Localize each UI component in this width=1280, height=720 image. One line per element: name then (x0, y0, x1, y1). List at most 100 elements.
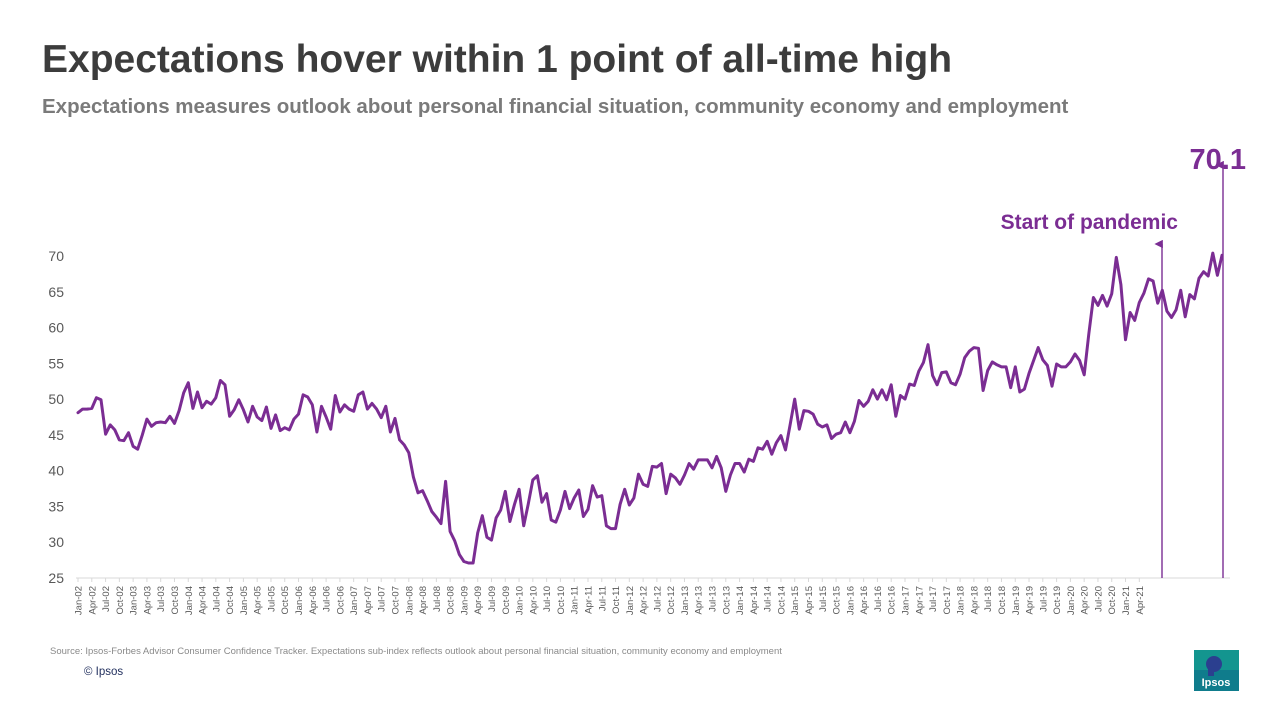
x-tick-label: Jan-17 (900, 586, 911, 615)
y-tick-label: 50 (48, 391, 64, 407)
x-tick-label: Oct-10 (556, 586, 567, 615)
x-tick-label: Jan-03 (129, 586, 140, 615)
x-tick-label: Apr-05 (253, 586, 264, 615)
x-tick-label: Jul-08 (432, 586, 443, 612)
x-tick-label: Jul-11 (597, 586, 608, 611)
x-tick-label: Apr-03 (142, 586, 153, 615)
x-tick-label: Apr-20 (1080, 586, 1091, 615)
x-tick-label: Jul-06 (322, 586, 333, 612)
x-tick-label: Apr-14 (749, 586, 760, 615)
x-tick-label: Jan-06 (294, 586, 305, 615)
x-tick-label: Jan-08 (404, 586, 415, 615)
x-tick-label: Jan-12 (625, 586, 636, 615)
x-tick-label: Jan-05 (239, 586, 250, 615)
y-tick-label: 30 (48, 534, 64, 550)
x-tick-label: Oct-14 (776, 586, 787, 615)
x-tick-label: Jan-04 (184, 586, 195, 615)
x-tick-label: Jul-10 (542, 586, 553, 612)
x-tick-label: Jul-07 (377, 586, 388, 612)
x-tick-label: Oct-06 (335, 586, 346, 615)
x-tick-label: Apr-15 (804, 586, 815, 615)
y-tick-label: 35 (48, 498, 64, 514)
x-tick-label: Oct-17 (942, 586, 953, 615)
x-tick-label: Jul-19 (1038, 586, 1049, 612)
x-tick-label: Apr-13 (694, 586, 705, 615)
x-tick-label: Oct-18 (997, 586, 1008, 615)
x-tick-label: Jan-18 (956, 586, 967, 615)
x-tick-label: Oct-05 (280, 586, 291, 615)
latest-value-annotation: 70.1 (1190, 144, 1246, 176)
x-tick-label: Oct-19 (1052, 586, 1063, 615)
x-tick-label: Jan-15 (790, 586, 801, 615)
x-tick-label: Jan-10 (515, 586, 526, 615)
pandemic-annotation: Start of pandemic (1001, 211, 1179, 234)
x-tick-label: Apr-17 (914, 586, 925, 615)
x-tick-label: Jul-09 (487, 586, 498, 612)
x-tick-label: Apr-21 (1135, 586, 1146, 615)
y-tick-label: 55 (48, 355, 64, 371)
ipsos-logo: Ipsos (1194, 650, 1239, 691)
x-tick-label: Apr-07 (363, 586, 374, 615)
x-tick-label: Jul-16 (873, 586, 884, 612)
x-tick-label: Jul-02 (101, 586, 112, 612)
x-tick-label: Apr-18 (969, 586, 980, 615)
logo-wordmark: Ipsos (1202, 677, 1231, 689)
page-title: Expectations hover within 1 point of all… (42, 38, 953, 81)
x-tick-label: Jan-20 (1066, 586, 1077, 615)
x-tick-label: Apr-04 (198, 586, 209, 615)
x-tick-label: Apr-10 (528, 586, 539, 615)
y-tick-label: 65 (48, 284, 64, 300)
x-tick-label: Oct-04 (225, 586, 236, 615)
x-tick-label: Apr-12 (639, 586, 650, 615)
x-tick-label: Apr-16 (859, 586, 870, 615)
x-tick-label: Apr-08 (418, 586, 429, 615)
x-tick-label: Jan-07 (349, 586, 360, 615)
y-tick-label: 25 (48, 570, 64, 586)
x-tick-label: Jan-16 (845, 586, 856, 615)
x-tick-label: Jan-13 (680, 586, 691, 615)
x-tick-label: Jan-02 (74, 586, 85, 615)
x-tick-label: Oct-16 (887, 586, 898, 615)
source-note: Source: Ipsos-Forbes Advisor Consumer Co… (50, 646, 782, 657)
x-tick-label: Jul-17 (928, 586, 939, 612)
x-tick-label: Oct-02 (115, 586, 126, 615)
x-tick-label: Oct-15 (832, 586, 843, 615)
x-tick-label: Apr-06 (308, 586, 319, 615)
x-tick-label: Jul-04 (211, 586, 222, 612)
x-tick-label: Jul-12 (652, 586, 663, 612)
y-tick-label: 40 (48, 463, 64, 479)
x-tick-label: Jul-03 (156, 586, 167, 612)
x-tick-label: Jul-18 (983, 586, 994, 612)
x-tick-label: Jul-15 (818, 586, 829, 612)
x-tick-label: Oct-20 (1107, 586, 1118, 615)
series-line-expectations (76, 251, 1224, 565)
x-tick-label: Jan-19 (1011, 586, 1022, 615)
x-tick-label: Jan-09 (459, 586, 470, 615)
x-tick-label: Jul-14 (763, 586, 774, 612)
page-subtitle: Expectations measures outlook about pers… (42, 95, 1069, 118)
y-tick-label: 70 (48, 248, 64, 264)
x-tick-label: Oct-11 (611, 586, 622, 614)
x-tick-label: Oct-12 (666, 586, 677, 615)
x-tick-label: Oct-03 (170, 586, 181, 615)
y-axis: 25 30 35 40 45 50 55 60 65 70 (48, 248, 64, 586)
x-tick-label: Jul-13 (708, 586, 719, 612)
x-tick-label: Apr-09 (473, 586, 484, 615)
x-tick-label: Jan-11 (570, 586, 581, 614)
y-tick-label: 45 (48, 427, 64, 443)
x-tick-label: Jul-20 (1093, 586, 1104, 612)
y-tick-label: 60 (48, 320, 64, 336)
x-tick-label: Apr-11 (583, 586, 594, 614)
x-tick-label: Oct-08 (446, 586, 457, 615)
x-axis: Jan-02 Apr-02 Jul-02 Oct-02 Jan-03 Apr-03 Jul-… (74, 577, 1230, 615)
x-tick-label: Oct-13 (721, 586, 732, 615)
copyright-text: © Ipsos (84, 666, 124, 678)
x-tick-label: Jan-14 (735, 586, 746, 615)
x-tick-label: Apr-19 (1025, 586, 1036, 615)
x-tick-label: Jul-05 (266, 586, 277, 612)
x-tick-label: Apr-02 (87, 586, 98, 615)
x-tick-label: Jan-21 (1121, 586, 1132, 615)
x-tick-label: Oct-07 (391, 586, 402, 615)
x-tick-label: Oct-09 (501, 586, 512, 615)
